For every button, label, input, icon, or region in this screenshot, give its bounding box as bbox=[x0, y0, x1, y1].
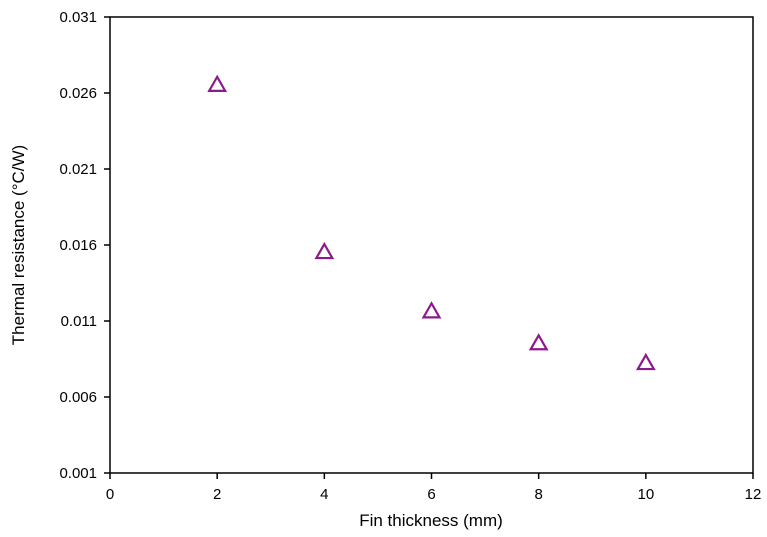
x-tick-label: 2 bbox=[213, 486, 221, 503]
x-tick-label: 12 bbox=[745, 486, 762, 503]
x-tick-label: 4 bbox=[320, 486, 328, 503]
data-points bbox=[207, 74, 656, 371]
data-point-triangle bbox=[314, 241, 335, 260]
data-point-triangle bbox=[421, 301, 442, 319]
y-axis: 0.001 0.006 0.011 0.016 0.021 0.026 0.031 bbox=[59, 9, 110, 482]
y-tick-label: 0.011 bbox=[61, 313, 97, 330]
data-point-triangle bbox=[635, 352, 656, 371]
y-tick-label: 0.001 bbox=[59, 465, 97, 482]
x-tick-label: 10 bbox=[637, 486, 654, 503]
x-tick-label: 0 bbox=[106, 486, 114, 503]
x-tick-label: 8 bbox=[534, 486, 542, 503]
x-tick-label: 6 bbox=[427, 486, 435, 503]
y-tick-label: 0.006 bbox=[59, 389, 97, 406]
data-point-triangle bbox=[207, 74, 228, 92]
x-axis: 0 2 4 6 8 10 12 bbox=[106, 473, 762, 503]
y-axis-label: Thermal resistance (°C/W) bbox=[9, 145, 28, 345]
y-tick-label: 0.021 bbox=[59, 161, 97, 178]
data-point-triangle bbox=[528, 333, 549, 351]
x-axis-label: Fin thickness (mm) bbox=[359, 511, 503, 530]
y-tick-label: 0.026 bbox=[59, 85, 97, 102]
y-tick-label: 0.016 bbox=[59, 237, 97, 254]
y-tick-label: 0.031 bbox=[59, 9, 97, 26]
plot-frame bbox=[109, 16, 754, 474]
